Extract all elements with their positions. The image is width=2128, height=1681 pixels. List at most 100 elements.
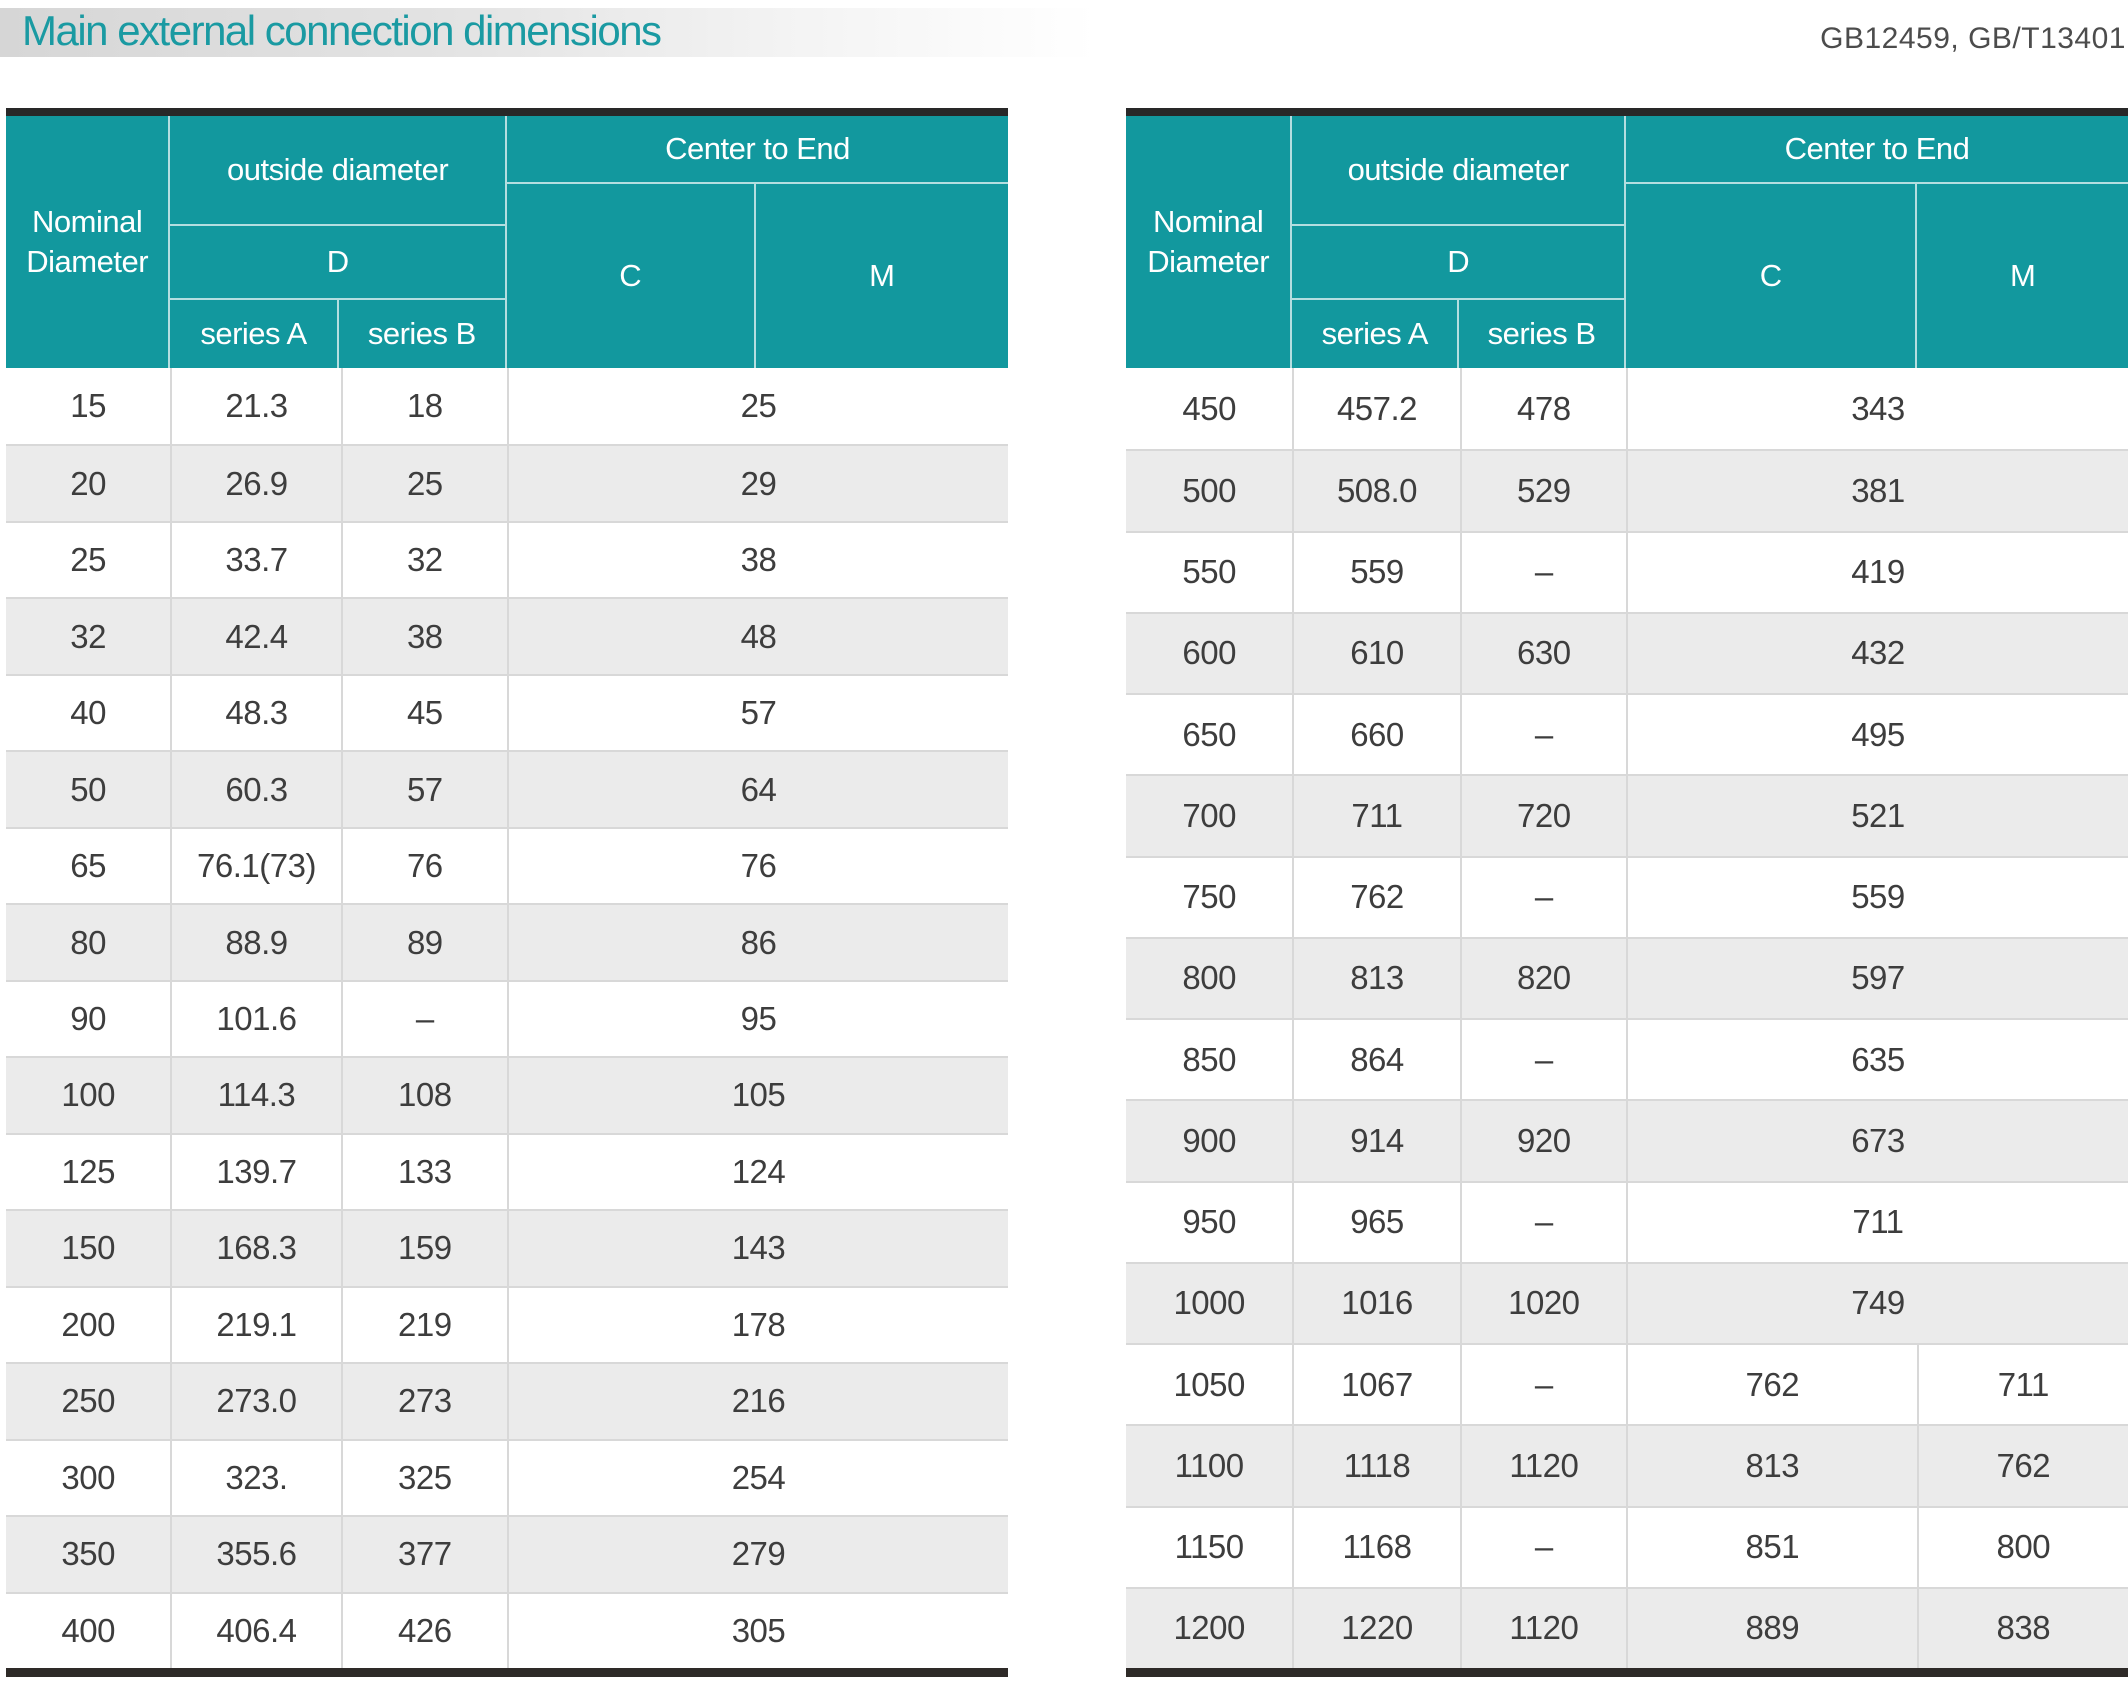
col-group-outside-diameter: outside diameter D series A series B	[1292, 116, 1626, 368]
cell-a: 914	[1292, 1101, 1459, 1181]
cell-b: 720	[1459, 776, 1626, 856]
cell-a: 323.	[170, 1440, 340, 1516]
cell-dn: 90	[70, 999, 107, 1037]
cell-b: 377	[340, 1517, 507, 1592]
cell-dn: 20	[70, 464, 107, 502]
col-header-series-b: series B	[367, 316, 476, 351]
cell-dn: 50	[70, 770, 107, 808]
table-header: Nominal Diameter outside diameter D seri…	[6, 116, 1008, 368]
cm-header-row: C M	[506, 182, 1009, 368]
cell-b: 159	[340, 1211, 507, 1286]
table-row: 1200 1220 1120 889 838	[1126, 1586, 2128, 1668]
dimensions-table-right: Nominal Diameter outside diameter D seri…	[1126, 108, 2128, 1677]
cell-dn: 900	[1182, 1121, 1236, 1159]
cell-a: 76.1(73)	[170, 828, 340, 904]
cell-c: 889	[1625, 1588, 1917, 1668]
cell-a: 457.2	[1292, 368, 1459, 450]
cell-b: 325	[340, 1440, 507, 1516]
col-group-outside-diameter: outside diameter D series A series B	[170, 116, 507, 368]
table-row: 550 559–419	[1126, 530, 2128, 612]
table-header: Nominal Diameter outside diameter D seri…	[1126, 116, 2128, 368]
col-header-m: M	[1915, 184, 2128, 368]
table-row: 650 660–495	[1126, 693, 2128, 775]
cell-a: 114.3	[170, 1058, 340, 1133]
cell-cm: 381	[1625, 451, 2128, 531]
cell-b: –	[340, 981, 507, 1057]
cell-dn: 500	[1182, 471, 1236, 509]
table-row: 850 864–635	[1126, 1018, 2128, 1100]
col-group-center-to-end: Center to End C M	[1625, 116, 2128, 368]
cell-cm: 57	[506, 675, 1008, 751]
col-header-nominal-diameter: Nominal Diameter	[1126, 116, 1293, 368]
cell-dn: 950	[1182, 1203, 1236, 1241]
cell-dn: 1000	[1173, 1284, 1245, 1322]
col-header-nominal-diameter: Nominal Diameter	[6, 116, 171, 368]
cell-dn: 400	[61, 1611, 115, 1649]
cell-b: 76	[340, 828, 507, 904]
cell-cm: 216	[506, 1364, 1008, 1439]
table-row: 150 168.3 159 143	[6, 1209, 1008, 1286]
cell-dn: 1050	[1173, 1365, 1245, 1403]
cell-c: 762	[1625, 1345, 1917, 1425]
cell-b: 57	[340, 752, 507, 827]
col-header-m: M	[753, 184, 1009, 368]
col-header-outside-diameter: outside diameter	[227, 152, 449, 187]
cell-dn: 350	[61, 1535, 115, 1573]
cell-a: 1016	[1292, 1263, 1459, 1343]
table-row: 20 26.9 25 29	[6, 444, 1008, 521]
cell-a: 60.3	[170, 752, 340, 827]
cell-a: 168.3	[170, 1211, 340, 1286]
cell-cm: 673	[1625, 1101, 2128, 1181]
table-row: 125 139.7 133 124	[6, 1132, 1008, 1210]
table-row: 500 508.0 529 381	[1126, 449, 2128, 531]
cell-m: 838	[1916, 1588, 2128, 1668]
cell-cm: 279	[506, 1517, 1008, 1592]
cell-b: 45	[340, 675, 507, 751]
table-body: 450 457.2 478 343 500 508.0 529 381 550 559–419 60…	[1126, 368, 2128, 1668]
cell-m: 800	[1916, 1507, 2128, 1587]
title-bar: Main external connection dimensions	[0, 7, 1118, 57]
cell-cm: 495	[1625, 695, 2128, 775]
cell-dn: 650	[1182, 715, 1236, 753]
cell-b: 18	[340, 368, 507, 445]
table-row: 750 762–559	[1126, 855, 2128, 937]
col-header-series-a: series A	[1292, 300, 1460, 368]
cell-dn: 25	[70, 541, 107, 579]
table-row: 32 42.4 38 48	[6, 597, 1008, 674]
cell-cm: 305	[506, 1593, 1008, 1668]
table-row: 100 114.3 108 105	[6, 1056, 1008, 1133]
cell-b: –	[1459, 1507, 1626, 1587]
cell-b: 108	[340, 1058, 507, 1133]
table-row: 300 323. 325 254	[6, 1438, 1008, 1516]
table-row: 90 101.6–95	[6, 979, 1008, 1057]
cell-a: 406.4	[170, 1593, 340, 1668]
col-header-d: D	[170, 224, 505, 298]
dimensions-table-left: Nominal Diameter outside diameter D seri…	[6, 108, 1008, 1677]
cell-dn: 1150	[1174, 1528, 1244, 1566]
cm-header-row: C M	[1625, 182, 2128, 368]
cell-b: 38	[340, 599, 507, 674]
tables-container: Nominal Diameter outside diameter D seri…	[6, 108, 2128, 1677]
cell-a: 965	[1292, 1182, 1459, 1262]
cell-a: 139.7	[170, 1134, 340, 1210]
table-row: 350 355.6 377 279	[6, 1515, 1008, 1592]
cell-a: 610	[1292, 613, 1459, 693]
cell-cm: 559	[1625, 857, 2128, 937]
cell-cm: 178	[506, 1287, 1008, 1363]
cell-a: 48.3	[170, 675, 340, 751]
cell-b: 529	[1459, 451, 1626, 531]
cell-cm: 64	[506, 752, 1008, 827]
table-row: 40 48.3 45 57	[6, 673, 1008, 751]
col-header-center-to-end: Center to End	[665, 131, 850, 166]
cell-cm: 76	[506, 828, 1008, 904]
cell-cm: 432	[1625, 613, 2128, 693]
cell-dn: 700	[1182, 796, 1236, 834]
cell-a: 21.3	[170, 368, 340, 445]
cell-cm: 254	[506, 1440, 1008, 1516]
standard-codes: GB12459, GB/T13401	[1820, 22, 2126, 55]
cell-b: 273	[340, 1364, 507, 1439]
cell-dn: 150	[61, 1229, 115, 1267]
table-row: 700 711 720 521	[1126, 774, 2128, 856]
table-row: 250 273.0 273 216	[6, 1362, 1008, 1439]
cell-dn: 80	[70, 923, 107, 961]
